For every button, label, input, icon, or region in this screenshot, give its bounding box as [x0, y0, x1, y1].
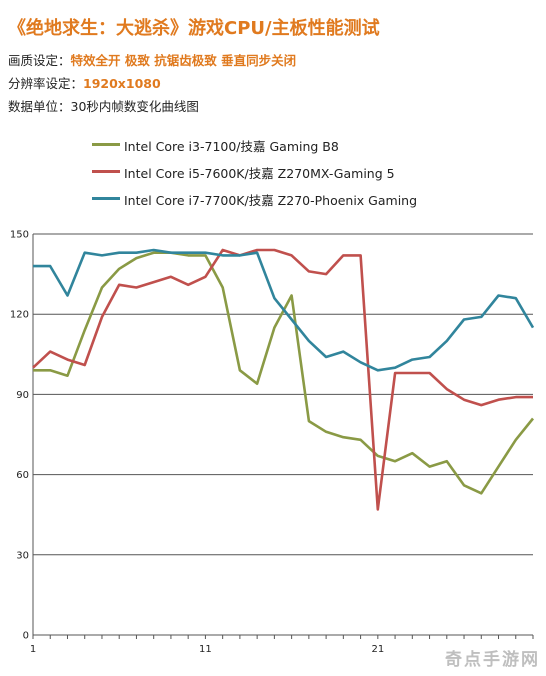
- series-line-3: [33, 248, 535, 372]
- legend-label-i5: Intel Core i5-7600K/技嘉 Z270MX-Gaming 5: [124, 166, 395, 181]
- axes: [32, 234, 533, 636]
- resolution-label: 分辨率设定：: [8, 76, 84, 91]
- y-tick-label-60: 60: [16, 470, 29, 481]
- quality-label: 画质设定：: [8, 53, 71, 68]
- y-tick-label-30: 30: [16, 550, 29, 561]
- legend-label-i7: Intel Core i7-7700K/技嘉 Z270-Phoenix Gami…: [124, 193, 418, 208]
- legend-swatch-i5: [92, 170, 120, 173]
- y-tick-label-0: 0: [23, 631, 29, 642]
- resolution-value: 1920x1080: [83, 76, 161, 91]
- series-line-1: [33, 251, 535, 495]
- y-axis-ticks: 0 30 60 90 120 150: [10, 230, 29, 642]
- grid-lines: [33, 233, 533, 556]
- x-tick-label-1: 1: [30, 644, 36, 655]
- legend-swatch-i7: [92, 197, 120, 200]
- y-tick-label-120: 120: [10, 310, 29, 321]
- x-axis-ticks: 1 11 21: [30, 635, 534, 655]
- page-title: 《绝地求生：大逃杀》游戏CPU/主板性能测试: [8, 18, 380, 39]
- legend-label-i3: Intel Core i3-7100/技嘉 Gaming B8: [124, 139, 339, 154]
- quality-value: 特效全开 极致 抗锯齿极致 垂直同步关闭: [70, 53, 297, 68]
- data-unit-text: 数据单位：30秒内帧数变化曲线图: [8, 99, 199, 114]
- x-tick-label-11: 11: [199, 644, 212, 655]
- series-line-2: [32, 248, 533, 511]
- series-lines: [32, 248, 535, 511]
- resolution-setting: 分辨率设定：1920x1080: [8, 73, 161, 92]
- legend-swatch-i3: [92, 143, 120, 146]
- watermark: 奇点手游网: [445, 650, 540, 670]
- y-tick-label-90: 90: [16, 390, 29, 401]
- data-unit-note: 数据单位：30秒内帧数变化曲线图: [8, 96, 199, 115]
- y-tick-label-150: 150: [10, 230, 29, 241]
- quality-setting: 画质设定：特效全开 极致 抗锯齿极致 垂直同步关闭: [8, 50, 296, 69]
- x-tick-label-21: 21: [371, 644, 384, 655]
